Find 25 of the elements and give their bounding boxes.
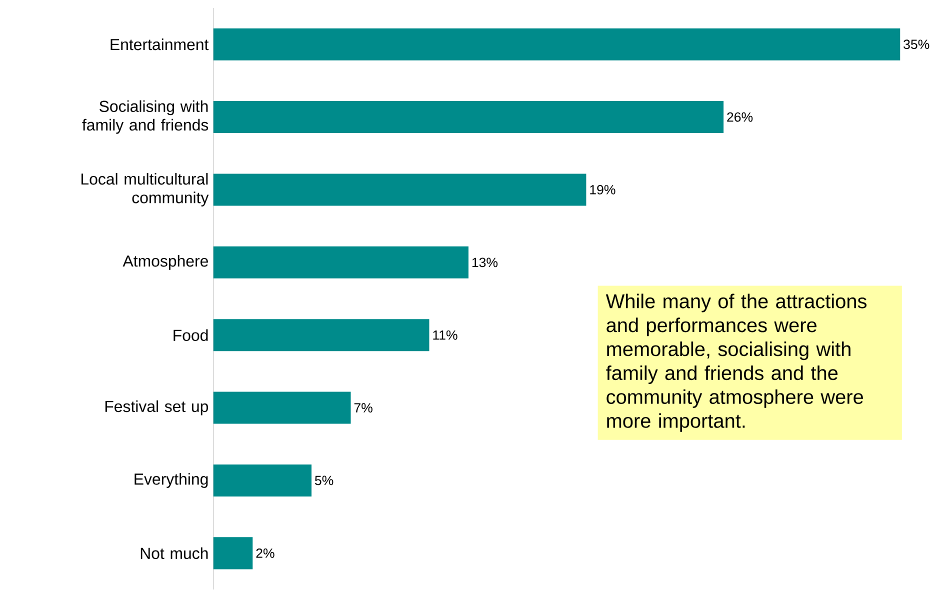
data-label: 7% [354, 403, 372, 413]
data-label: 11% [433, 330, 458, 340]
bar [213, 28, 900, 61]
data-label: 5% [314, 476, 334, 486]
bar [213, 537, 253, 570]
y-tick-label: Socialising with family and friends [82, 100, 208, 134]
data-label: 13% [472, 258, 498, 268]
bar [213, 174, 586, 206]
y-tick-label: Festival set up [105, 400, 208, 416]
bar [213, 246, 468, 279]
bar [213, 392, 351, 424]
y-tick-label: Entertainment [110, 38, 209, 50]
y-tick-label: Local multicultural community [82, 173, 209, 207]
y-tick-label: Food [174, 330, 208, 342]
annotation: While many of the attractions and performances were memorable, socialising with family and friends and the community atmosphere were more important. [606, 294, 866, 432]
data-label: 2% [256, 548, 274, 558]
bar [213, 101, 724, 134]
y-tick-label: Atmosphere [122, 255, 208, 270]
y-tick-label: Everything [134, 473, 208, 488]
y-tick-label: Not much [140, 548, 208, 560]
bar [213, 464, 312, 497]
data-label: 19% [590, 185, 616, 195]
data-label: 26% [727, 112, 753, 122]
data-label: 35% [904, 40, 930, 50]
bar [213, 319, 430, 352]
